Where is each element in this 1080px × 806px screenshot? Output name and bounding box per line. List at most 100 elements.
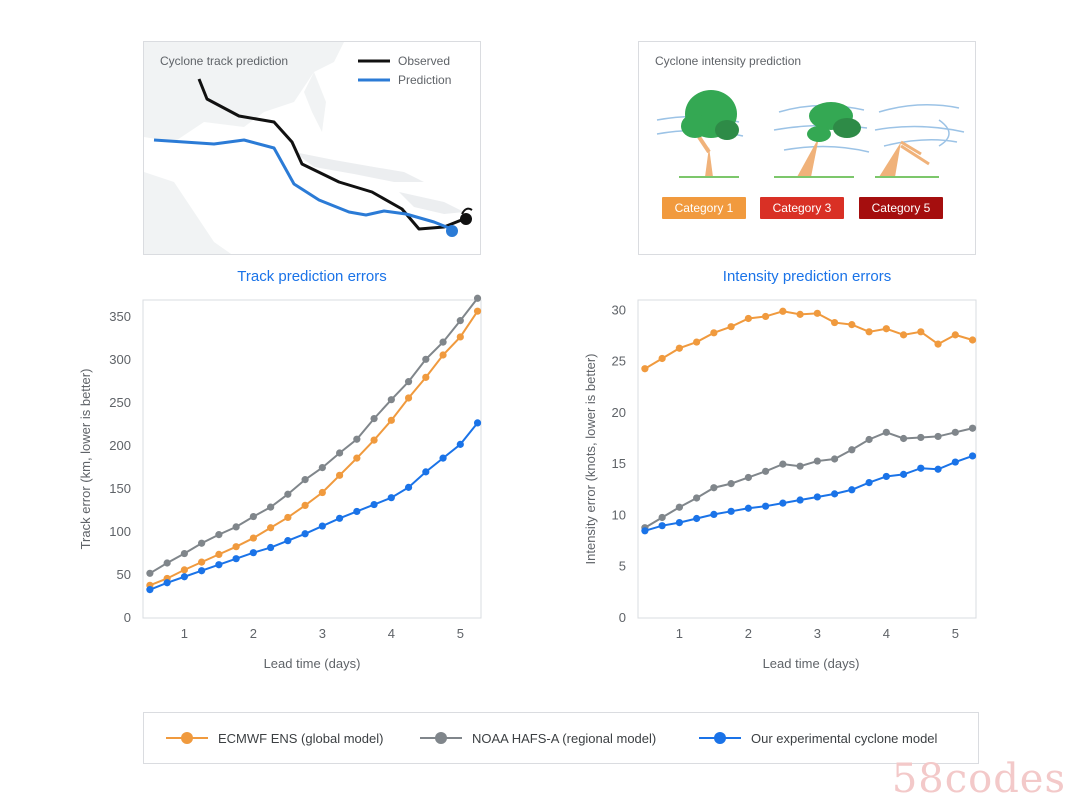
track-ytick-label: 0 <box>124 610 131 625</box>
track-xtick-label: 5 <box>457 626 464 641</box>
track-point-ecmwf <box>370 436 378 444</box>
intensity-point-ecmwf <box>641 365 649 373</box>
track-point-ours <box>370 500 378 509</box>
legend-item-ours: Our experimental cyclone model <box>699 713 937 763</box>
category-1-badge: Category 1 <box>662 197 746 219</box>
track-point-noaa <box>284 490 292 498</box>
intensity-point-ours <box>968 452 977 460</box>
cyclone-icon <box>460 213 472 225</box>
intensity-point-noaa <box>899 434 908 443</box>
intensity-point-ecmwf <box>744 314 752 323</box>
track-point-ecmwf <box>267 524 275 532</box>
intensity-xlabel: Lead time (days) <box>763 656 860 671</box>
intensity-point-noaa <box>951 428 959 436</box>
track-point-ecmwf <box>387 416 395 424</box>
intensity-xtick-label: 2 <box>745 626 752 641</box>
track-point-ours <box>215 561 223 569</box>
track-ytick-label: 200 <box>109 438 131 453</box>
intensity-point-ecmwf <box>917 328 925 336</box>
intensity-panel-caption: Cyclone intensity prediction <box>655 54 802 68</box>
intensity-point-ecmwf <box>865 328 873 336</box>
track-point-noaa <box>215 531 223 539</box>
cyclone-icon-tail <box>461 207 473 215</box>
intensity-point-noaa <box>779 460 787 468</box>
intensity-point-ecmwf <box>675 344 683 352</box>
track-point-noaa <box>387 396 395 404</box>
land-mass-central <box>144 172 232 254</box>
prediction-track <box>153 138 455 232</box>
intensity-ytick-label: 0 <box>619 610 626 625</box>
track-map: Observed Prediction <box>144 42 473 254</box>
legend-label-noaa: NOAA HAFS-A (regional model) <box>472 730 657 746</box>
track-point-ours <box>232 555 240 563</box>
intensity-point-ecmwf <box>762 312 770 321</box>
intensity-point-ecmwf <box>951 331 959 339</box>
series-legend: ECMWF ENS (global model) NOAA HAFS-A (re… <box>143 712 979 764</box>
track-xtick-label: 2 <box>250 626 257 641</box>
track-series <box>146 294 482 594</box>
intensity-point-ours <box>779 499 787 507</box>
legend-label-ours: Our experimental cyclone model <box>751 730 938 746</box>
track-point-ours <box>198 567 206 575</box>
track-point-noaa <box>439 338 447 346</box>
intensity-point-noaa <box>882 428 890 436</box>
track-xtick-label: 4 <box>388 626 395 641</box>
intensity-ytick-label: 10 <box>612 507 626 522</box>
intensity-point-noaa <box>813 457 821 465</box>
intensity-point-ours <box>830 490 839 498</box>
intensity-point-ours <box>882 472 890 481</box>
track-point-ecmwf <box>284 513 292 522</box>
track-point-ours <box>284 537 292 545</box>
track-point-ecmwf <box>198 558 206 566</box>
intensity-point-ours <box>865 478 873 487</box>
intensity-point-ecmwf <box>710 329 718 337</box>
track-point-noaa <box>404 378 413 386</box>
track-point-ecmwf <box>318 488 326 497</box>
intensity-error-chart: 0 5 10 15 20 25 30 1 2 3 4 5 Lead time (days) Inten… <box>583 299 977 671</box>
track-errors-title: Track prediction errors <box>237 268 387 285</box>
track-point-ours <box>301 530 309 538</box>
legend-swatch-noaa <box>420 731 462 745</box>
track-point-ecmwf <box>404 394 413 402</box>
intensity-ticks: 0 5 10 15 20 25 30 1 2 3 4 5 <box>612 302 959 641</box>
track-point-noaa <box>163 559 171 567</box>
intensity-point-ecmwf <box>779 307 787 315</box>
intensity-series <box>641 307 977 535</box>
track-point-ours <box>318 522 326 530</box>
track-point-noaa <box>335 449 344 457</box>
intensity-point-noaa <box>658 513 666 522</box>
track-ytick-label: 50 <box>117 567 131 582</box>
intensity-point-noaa <box>744 473 752 482</box>
track-point-ours <box>267 543 275 552</box>
track-point-noaa <box>301 476 309 484</box>
track-plot-frame <box>142 299 482 619</box>
intensity-point-ours <box>675 519 683 527</box>
legend-swatch-ecmwf <box>166 731 208 745</box>
intensity-point-noaa <box>796 462 804 470</box>
intensity-point-noaa <box>675 503 683 511</box>
intensity-point-ecmwf <box>830 318 839 327</box>
intensity-point-ecmwf <box>658 354 666 363</box>
track-ticks: 0 50 100 150 200 250 300 350 1 2 3 4 5 <box>109 309 464 641</box>
intensity-point-noaa <box>727 480 735 488</box>
intensity-xtick-label: 1 <box>676 626 683 641</box>
track-ytick-label: 350 <box>109 309 131 324</box>
track-point-noaa <box>473 294 482 302</box>
observed-track <box>197 78 465 231</box>
intensity-point-ours <box>693 514 701 523</box>
track-point-ours <box>353 507 361 516</box>
track-point-ours <box>146 586 154 594</box>
track-point-ecmwf <box>232 543 240 551</box>
track-point-noaa <box>318 463 326 472</box>
intensity-plot-frame <box>637 299 977 619</box>
category-3-badge: Category 3 <box>760 197 844 219</box>
track-point-ours <box>335 514 344 522</box>
track-point-ecmwf <box>301 501 309 510</box>
intensity-series-line-noaa <box>644 427 973 529</box>
legend-label-ecmwf: ECMWF ENS (global model) <box>218 730 384 746</box>
track-point-ecmwf <box>215 550 223 558</box>
intensity-point-ecmwf <box>848 321 856 329</box>
intensity-xtick-label: 5 <box>952 626 959 641</box>
intensity-point-noaa <box>762 467 770 475</box>
intensity-ytick-label: 15 <box>612 456 626 471</box>
